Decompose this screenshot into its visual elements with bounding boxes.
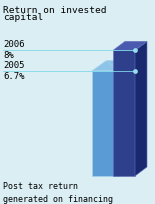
Text: 2005: 2005 [3,61,24,70]
Polygon shape [113,50,135,176]
Text: 8%: 8% [3,51,14,60]
Text: capital: capital [3,13,43,22]
Text: 6.7%: 6.7% [3,72,24,81]
Text: Post tax return
generated on financing
provided by shareholders.: Post tax return generated on financing p… [3,182,128,204]
Polygon shape [92,61,134,71]
Text: Return on invested: Return on invested [3,6,106,15]
Polygon shape [120,61,134,176]
Polygon shape [106,61,125,71]
Polygon shape [113,41,147,50]
Polygon shape [135,41,147,176]
Polygon shape [92,71,120,176]
Text: 2006: 2006 [3,40,24,49]
